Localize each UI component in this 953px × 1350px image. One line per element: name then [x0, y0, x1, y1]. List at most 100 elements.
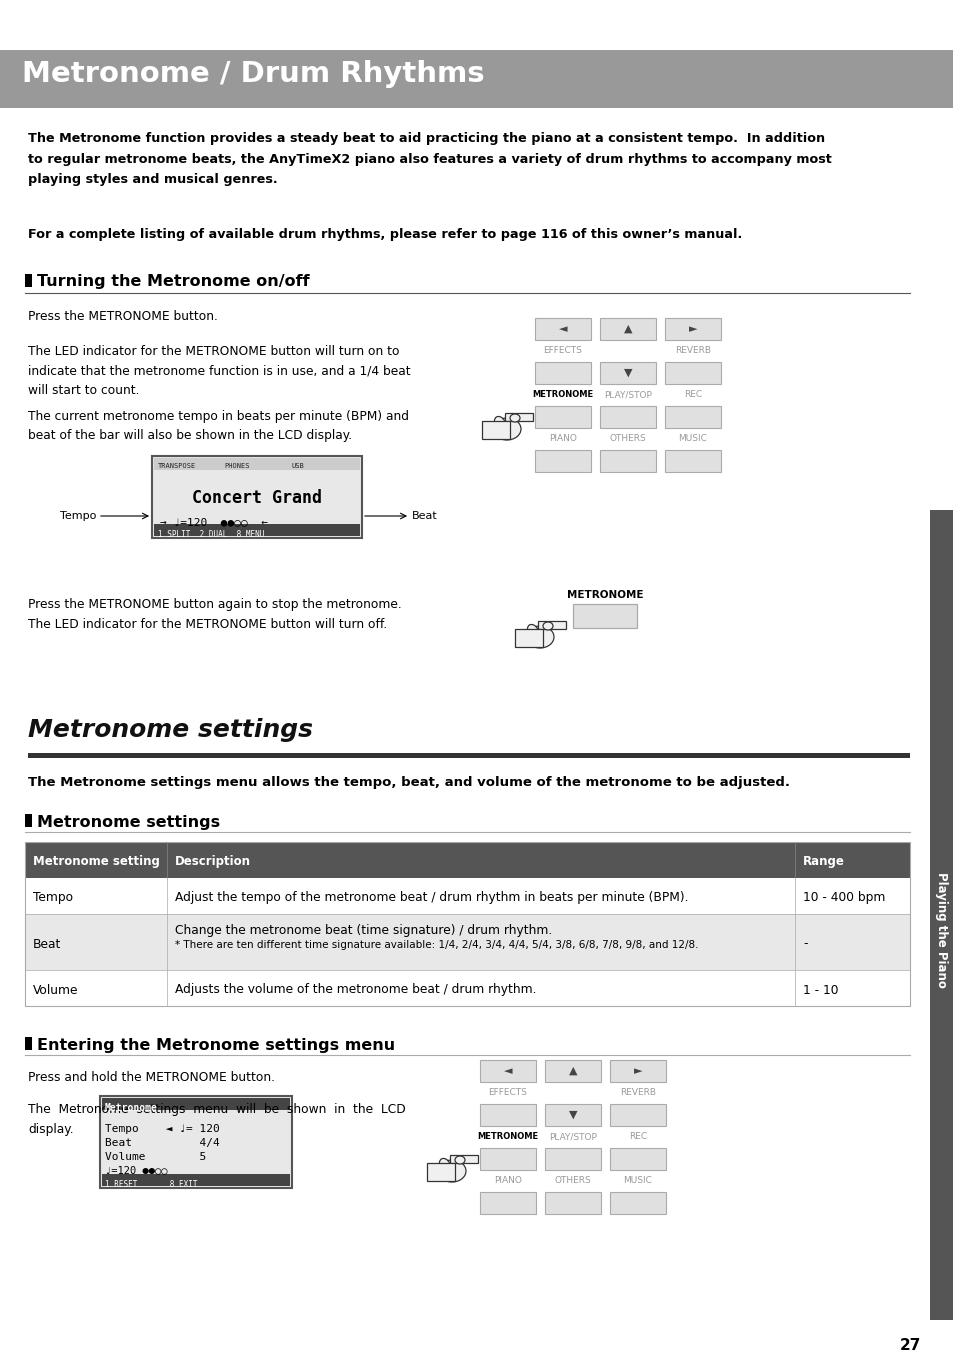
Bar	[929, 510, 953, 1320]
Text: REC: REC	[683, 390, 701, 400]
Text: Concert Grand: Concert Grand	[192, 489, 322, 508]
Text: 1 RESET       8 EXIT: 1 RESET 8 EXIT	[105, 1180, 197, 1189]
Text: Entering the Metronome settings menu: Entering the Metronome settings menu	[37, 1038, 395, 1053]
Ellipse shape	[525, 626, 554, 648]
Text: For a complete listing of available drum rhythms, please refer to page 116 of th: For a complete listing of available drum…	[28, 228, 741, 242]
Text: ►: ►	[688, 324, 697, 333]
Text: OTHERS: OTHERS	[609, 433, 646, 443]
Bar	[515, 629, 542, 647]
Bar	[450, 1156, 477, 1162]
Text: Metronome setting: Metronome setting	[33, 856, 160, 868]
Bar	[25, 878, 909, 914]
Bar	[535, 319, 590, 340]
Ellipse shape	[455, 1156, 464, 1164]
Text: The current metronome tempo in beats per minute (BPM) and
beat of the bar will a: The current metronome tempo in beats per…	[28, 410, 409, 443]
Bar	[609, 1148, 665, 1170]
Bar	[599, 450, 656, 472]
Bar	[152, 456, 361, 539]
Bar	[537, 621, 565, 629]
Text: REC: REC	[628, 1133, 646, 1141]
Bar	[25, 814, 32, 828]
Text: PIANO: PIANO	[549, 433, 577, 443]
Text: Metronome / Drum Rhythms: Metronome / Drum Rhythms	[22, 59, 484, 88]
Text: Press the METRONOME button.: Press the METRONOME button.	[28, 310, 217, 323]
Bar	[504, 413, 533, 421]
Bar	[609, 1104, 665, 1126]
Text: Press and hold the METRONOME button.: Press and hold the METRONOME button.	[28, 1071, 274, 1084]
Bar	[664, 406, 720, 428]
Bar	[664, 362, 720, 383]
Ellipse shape	[439, 1158, 450, 1172]
Bar	[0, 50, 953, 108]
Text: Tempo    ◄ ♩= 120: Tempo ◄ ♩= 120	[105, 1125, 219, 1134]
Text: ►: ►	[633, 1066, 641, 1076]
Bar	[599, 362, 656, 383]
Text: Press the METRONOME button again to stop the metronome.
The LED indicator for th: Press the METRONOME button again to stop…	[28, 598, 401, 630]
Bar	[479, 1192, 536, 1214]
Text: ▲: ▲	[568, 1066, 577, 1076]
Text: 27: 27	[899, 1338, 920, 1350]
Bar	[479, 1148, 536, 1170]
Bar	[664, 450, 720, 472]
Text: Description: Description	[174, 856, 251, 868]
Text: → ♩=120  ●●○○  ←: → ♩=120 ●●○○ ←	[160, 517, 268, 526]
Text: Beat          4/4: Beat 4/4	[105, 1138, 219, 1148]
Text: PIANO: PIANO	[494, 1176, 521, 1185]
Bar	[28, 753, 909, 757]
Text: METRONOME: METRONOME	[532, 390, 593, 400]
Text: The LED indicator for the METRONOME button will turn on to
indicate that the met: The LED indicator for the METRONOME butt…	[28, 346, 410, 397]
Ellipse shape	[494, 416, 505, 429]
Text: ◄: ◄	[503, 1066, 512, 1076]
Text: 1 - 10: 1 - 10	[802, 984, 838, 996]
Text: ♩=120 ●●○○: ♩=120 ●●○○	[105, 1165, 168, 1174]
Text: Adjusts the volume of the metronome beat / drum rhythm.: Adjusts the volume of the metronome beat…	[174, 984, 536, 996]
Text: 10 - 400 bpm: 10 - 400 bpm	[802, 891, 884, 904]
Ellipse shape	[493, 418, 520, 440]
Text: PHONES: PHONES	[224, 463, 250, 468]
Text: ◄: ◄	[558, 324, 567, 333]
Bar	[25, 914, 909, 971]
Text: -: -	[802, 937, 806, 950]
Bar	[153, 524, 359, 536]
Bar	[544, 1148, 600, 1170]
Bar	[25, 1037, 32, 1050]
Text: Tempo: Tempo	[59, 512, 96, 521]
Bar	[25, 274, 32, 288]
Bar	[544, 1104, 600, 1126]
Text: PLAY/STOP: PLAY/STOP	[603, 390, 651, 400]
Bar	[535, 450, 590, 472]
Text: Metronome: Metronome	[105, 1103, 157, 1112]
Text: EFFECTS: EFFECTS	[543, 346, 582, 355]
Text: ▼: ▼	[568, 1110, 577, 1120]
Bar	[479, 1104, 536, 1126]
Bar	[573, 603, 637, 628]
Bar	[25, 842, 909, 878]
Bar	[25, 842, 909, 1006]
Text: Turning the Metronome on/off: Turning the Metronome on/off	[37, 274, 310, 289]
Bar	[535, 406, 590, 428]
Ellipse shape	[510, 414, 519, 423]
Text: 1 SPLIT  2 DUAL  8 MENU: 1 SPLIT 2 DUAL 8 MENU	[158, 531, 264, 539]
Bar	[153, 458, 359, 470]
Bar	[102, 1174, 290, 1187]
Text: TRANSPOSE: TRANSPOSE	[158, 463, 196, 468]
Bar	[544, 1060, 600, 1081]
Ellipse shape	[527, 625, 538, 637]
Bar	[664, 319, 720, 340]
Text: Volume        5: Volume 5	[105, 1152, 206, 1162]
Text: Beat: Beat	[412, 512, 437, 521]
Text: MUSIC: MUSIC	[623, 1176, 652, 1185]
Bar	[609, 1192, 665, 1214]
Text: Volume: Volume	[33, 984, 78, 996]
Text: Beat: Beat	[33, 937, 61, 950]
Text: REVERB: REVERB	[619, 1088, 656, 1098]
Ellipse shape	[542, 622, 553, 630]
Text: Metronome settings: Metronome settings	[28, 718, 313, 743]
Text: ▲: ▲	[623, 324, 632, 333]
Text: METRONOME: METRONOME	[476, 1133, 538, 1141]
Text: Range: Range	[802, 856, 844, 868]
Text: OTHERS: OTHERS	[554, 1176, 591, 1185]
Bar	[535, 362, 590, 383]
Text: ▼: ▼	[623, 369, 632, 378]
Text: Playing the Piano: Playing the Piano	[935, 872, 947, 988]
